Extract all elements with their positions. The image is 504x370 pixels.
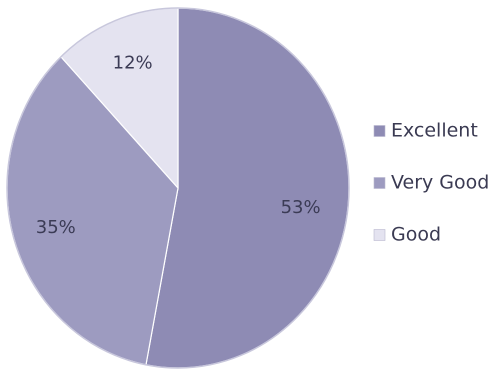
legend-label-very-good: Very Good: [391, 172, 489, 194]
pie-slice-labels: 53% 35% 12%: [36, 53, 321, 239]
pie-slices: [6, 7, 350, 369]
slice-label-excellent: 53%: [281, 197, 321, 218]
legend-label-excellent: Excellent: [391, 120, 478, 142]
legend-label-good: Good: [391, 224, 441, 246]
pie-outline: [6, 7, 350, 369]
legend-swatch-excellent: [373, 125, 386, 137]
legend-swatch-very-good: [373, 177, 386, 189]
slice-label-very-good: 35%: [36, 217, 76, 238]
slice-label-good: 12%: [113, 53, 153, 74]
legend: Excellent Very Good Good: [373, 120, 489, 246]
legend-swatch-good: [373, 229, 386, 241]
